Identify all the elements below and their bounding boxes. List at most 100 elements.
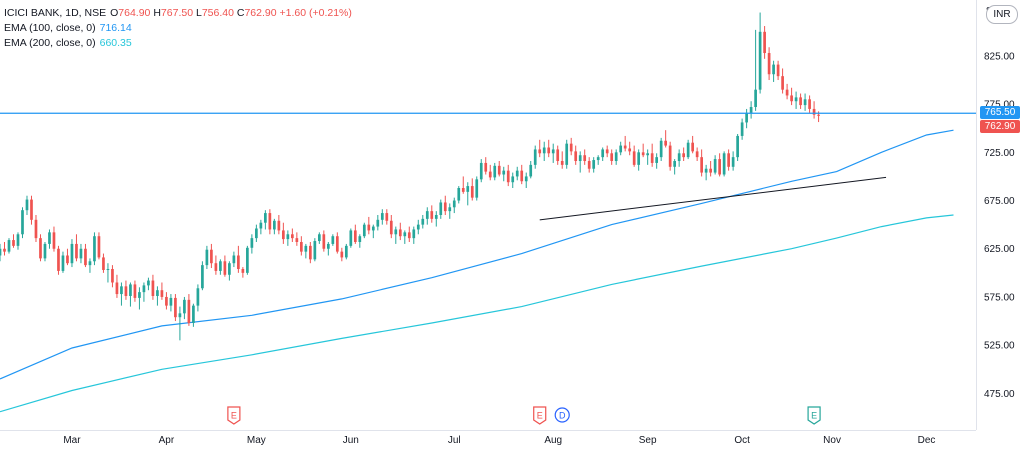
candle-body <box>30 199 33 220</box>
candle-body <box>686 142 690 158</box>
price-tick-label: 725.00 <box>984 148 1015 159</box>
close-label: C <box>236 7 245 19</box>
candle-body <box>614 152 618 162</box>
drawings-layer[interactable] <box>0 112 976 221</box>
last-price-tag: 762.90 <box>980 119 1020 133</box>
earnings-badge[interactable]: E <box>807 406 821 425</box>
candle-body <box>781 76 784 90</box>
candle <box>48 229 51 249</box>
candle-body <box>21 210 24 235</box>
candle <box>551 143 555 163</box>
candle-body <box>169 297 173 306</box>
candle-body <box>367 224 371 231</box>
candlestick-series <box>0 12 820 341</box>
candle <box>682 147 685 162</box>
candle <box>452 197 456 214</box>
candle-body <box>196 288 200 306</box>
candle <box>547 139 551 158</box>
candle-body <box>156 290 159 296</box>
ema-200-label[interactable]: EMA (200, close, 0) <box>4 37 96 49</box>
candle <box>601 147 605 162</box>
candle <box>259 219 263 235</box>
candle <box>187 294 191 326</box>
candle <box>106 263 110 283</box>
candle-body <box>322 234 326 249</box>
candle-body <box>7 240 11 252</box>
candle-body <box>362 224 366 237</box>
candle <box>142 282 146 302</box>
candle-body <box>772 64 775 75</box>
candle-body <box>57 248 60 271</box>
candle <box>147 277 150 291</box>
candle <box>385 209 389 225</box>
candle-body <box>407 232 411 239</box>
candle <box>21 207 24 239</box>
candle-body <box>677 153 681 162</box>
candle <box>511 172 515 189</box>
ema-100-legend-row[interactable]: EMA (100, close, 0) 716.14 <box>4 21 352 36</box>
candle-body <box>299 241 303 252</box>
candle-body <box>39 238 42 259</box>
open-value: 764.90 <box>118 7 151 19</box>
candle-body <box>43 243 47 259</box>
candle-body <box>151 280 155 296</box>
candle <box>610 149 614 165</box>
candle-body <box>331 236 335 244</box>
time-tick-label: Apr <box>159 435 175 446</box>
candle <box>255 224 258 242</box>
candle-body <box>192 305 195 323</box>
earnings-badge[interactable]: E <box>227 406 241 425</box>
candle <box>524 172 528 189</box>
price-tick-label: 475.00 <box>984 389 1015 400</box>
candle-body <box>659 140 663 158</box>
candle <box>120 282 123 306</box>
earnings-badge[interactable]: E <box>533 406 547 425</box>
ema-200-legend-row[interactable]: EMA (200, close, 0) 660.35 <box>4 36 352 51</box>
candle <box>781 68 784 94</box>
candle <box>488 164 492 181</box>
candle <box>749 101 753 119</box>
candle-body <box>533 149 537 165</box>
dividend-badge[interactable]: D <box>554 407 570 423</box>
candle-body <box>637 152 641 165</box>
candle <box>93 232 96 266</box>
ema-100-label[interactable]: EMA (100, close, 0) <box>4 22 96 34</box>
candle <box>637 149 641 171</box>
badge-letter: D <box>559 411 566 421</box>
candle <box>808 95 811 113</box>
time-axis[interactable]: Mar Apr May Jun Jul Aug Sep Oct Nov Dec <box>63 435 935 446</box>
candle <box>767 47 771 81</box>
price-axis[interactable]: 825.00 775.00 725.00 675.00 625.00 575.00 525.… <box>984 51 1015 399</box>
candle <box>475 176 479 201</box>
candle <box>362 222 366 239</box>
symbol-label[interactable]: ICICI BANK, 1D, NSE <box>4 7 107 19</box>
candle-body <box>731 157 735 167</box>
candle <box>178 306 182 341</box>
candle <box>205 245 209 269</box>
ema-200-value: 660.35 <box>99 37 132 49</box>
candle-body <box>794 97 798 102</box>
candle-body <box>529 164 533 177</box>
symbol-ohlc-row[interactable]: ICICI BANK, 1D, NSE O764.90 H767.50 L756… <box>4 6 352 21</box>
candle <box>412 226 416 244</box>
candle-body <box>416 224 420 230</box>
candle <box>349 228 353 248</box>
candle-body <box>313 241 317 260</box>
candle <box>664 130 668 148</box>
trend-line[interactable] <box>539 176 887 221</box>
candle <box>812 101 816 119</box>
candle-body <box>578 155 582 162</box>
currency-button[interactable]: INR <box>986 5 1018 24</box>
candle-body <box>425 211 429 219</box>
candle <box>506 164 510 187</box>
candle-body <box>646 153 650 156</box>
candle <box>722 151 726 177</box>
candle <box>713 155 717 175</box>
candle-body <box>488 171 492 178</box>
level-price-tag: 765.50 <box>980 106 1020 120</box>
candle-body <box>0 248 2 256</box>
price-tick-label: 675.00 <box>984 196 1015 207</box>
